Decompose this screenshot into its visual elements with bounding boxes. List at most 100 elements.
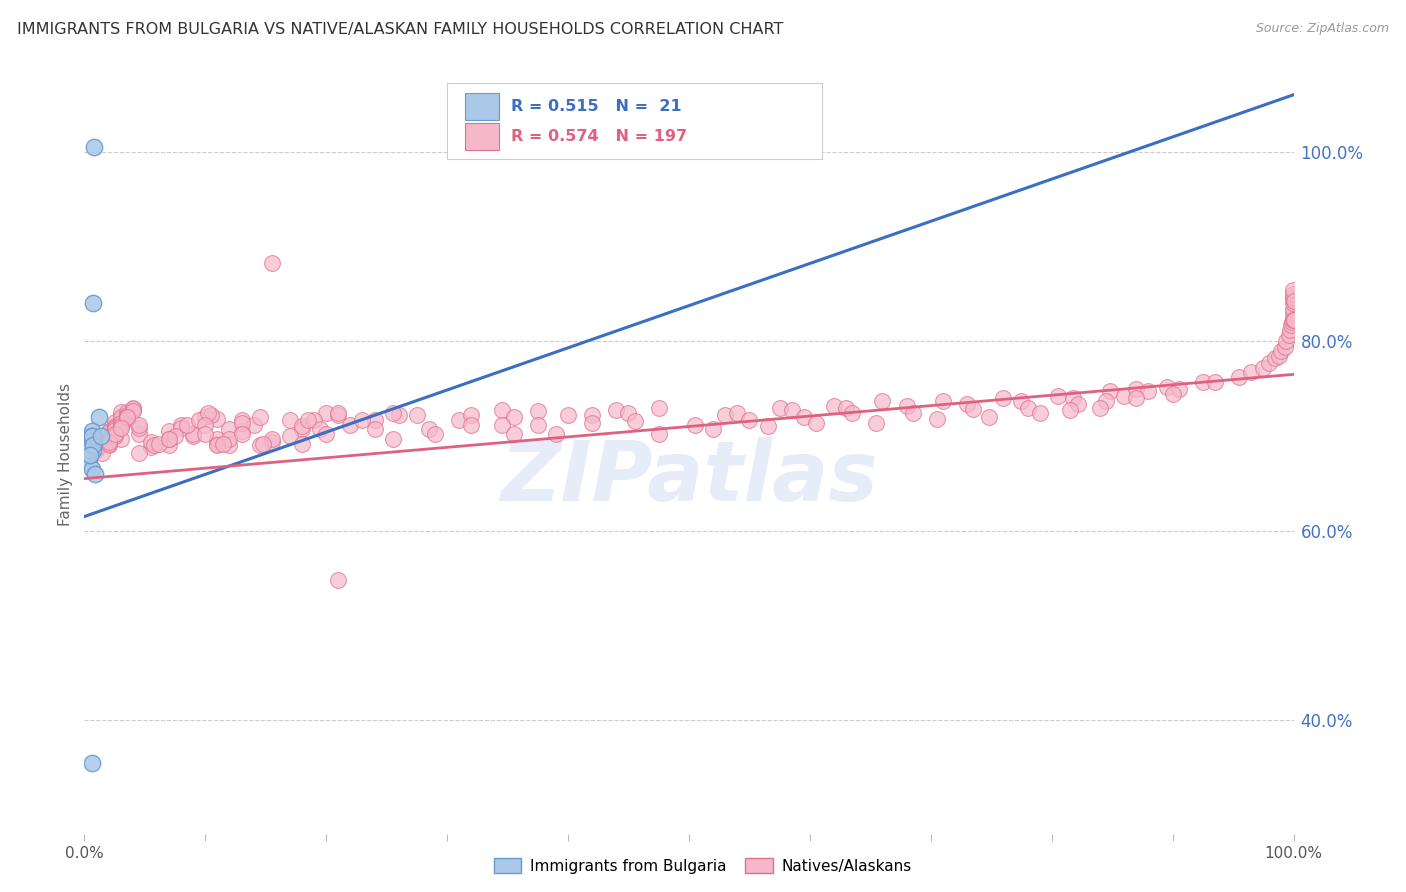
Point <box>110 416 132 430</box>
Point <box>104 421 127 435</box>
Point <box>110 417 132 432</box>
Point <box>581 416 603 430</box>
Point <box>121 401 143 415</box>
Point <box>194 417 217 432</box>
Point <box>207 438 229 452</box>
Point <box>1204 375 1226 389</box>
Point <box>83 434 105 448</box>
Point <box>1088 401 1111 415</box>
Point <box>352 413 374 427</box>
Point <box>962 402 984 417</box>
Point <box>1281 311 1303 326</box>
Point <box>104 423 127 437</box>
Point <box>605 403 627 417</box>
Point <box>97 438 120 452</box>
Point <box>418 422 440 436</box>
Point <box>148 436 170 450</box>
Point <box>1281 315 1303 329</box>
Point <box>291 422 314 436</box>
Point <box>91 438 114 452</box>
Point <box>194 427 217 442</box>
Point <box>128 417 150 432</box>
Point <box>1282 313 1305 327</box>
Point <box>91 434 114 448</box>
Point <box>1161 387 1184 401</box>
Point <box>315 427 337 442</box>
Point <box>581 408 603 422</box>
Point <box>328 573 350 587</box>
Point <box>249 438 271 452</box>
Point <box>110 412 132 426</box>
Point <box>328 408 350 422</box>
Point <box>896 399 918 413</box>
Point <box>128 427 150 442</box>
Point <box>115 410 138 425</box>
Point <box>1282 290 1305 304</box>
Point <box>249 410 271 425</box>
Point <box>714 408 737 422</box>
Point <box>363 422 385 436</box>
Text: Source: ZipAtlas.com: Source: ZipAtlas.com <box>1256 22 1389 36</box>
Point <box>115 412 138 426</box>
Text: R = 0.574   N = 197: R = 0.574 N = 197 <box>512 128 688 144</box>
Point <box>97 434 120 449</box>
Point <box>188 413 211 427</box>
Point <box>139 434 162 449</box>
Point <box>841 406 863 420</box>
Point <box>1156 379 1178 393</box>
Point <box>406 408 429 422</box>
Point <box>865 416 887 430</box>
Point <box>207 432 229 446</box>
Point <box>1270 343 1292 358</box>
Point <box>207 436 229 450</box>
Point <box>97 433 120 447</box>
Point <box>648 427 671 442</box>
Point <box>170 417 193 432</box>
Point <box>121 402 143 417</box>
Point <box>388 408 411 422</box>
Point <box>956 397 979 411</box>
Point <box>157 432 180 446</box>
Point <box>104 429 127 443</box>
Point <box>82 296 104 310</box>
Point <box>460 408 482 422</box>
Point <box>1258 356 1281 370</box>
Point <box>738 413 761 427</box>
Point <box>86 443 108 458</box>
Point <box>1253 360 1275 375</box>
Point <box>104 427 127 442</box>
Point <box>491 403 513 417</box>
Point <box>121 402 143 417</box>
Point <box>544 427 567 442</box>
Point <box>77 438 100 452</box>
Point <box>381 406 404 420</box>
Point <box>79 448 101 462</box>
Point <box>1279 318 1302 332</box>
Point <box>780 403 803 417</box>
Point <box>297 413 319 427</box>
Point <box>1017 401 1039 415</box>
Point <box>1282 293 1305 307</box>
Point <box>835 401 858 415</box>
Point <box>1282 313 1305 327</box>
Point <box>1137 384 1160 399</box>
Point <box>804 416 827 430</box>
Point <box>260 256 283 270</box>
Point <box>97 436 120 450</box>
Point <box>617 406 640 420</box>
Point <box>231 416 253 430</box>
Point <box>176 417 198 432</box>
Point <box>104 419 127 434</box>
Point <box>977 410 1000 425</box>
Point <box>1028 406 1050 420</box>
Point <box>128 421 150 435</box>
Point <box>423 427 446 442</box>
Point <box>1278 327 1301 342</box>
Point <box>110 416 132 430</box>
Point <box>1046 389 1069 403</box>
Text: ZIPatlas: ZIPatlas <box>501 437 877 518</box>
Point <box>683 417 706 432</box>
Point <box>218 422 240 436</box>
Point <box>80 429 103 443</box>
Point <box>725 406 748 420</box>
